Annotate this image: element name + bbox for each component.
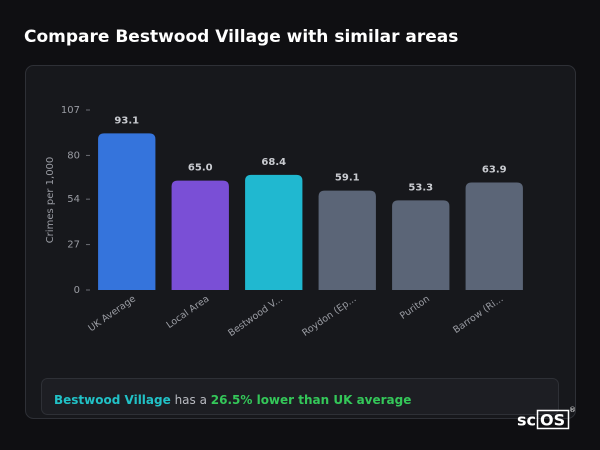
value-label: 68.4 (261, 157, 286, 168)
y-tick-label: 27 (67, 240, 80, 251)
bar (465, 182, 523, 290)
summary-comparison: 26.5% lower than UK average (211, 393, 412, 407)
bar (98, 133, 156, 290)
logo-mark: ® (569, 406, 576, 414)
summary-middle: has a (171, 393, 211, 407)
y-tick-label: 0 (74, 285, 80, 296)
bar (171, 180, 229, 290)
bar (392, 200, 450, 290)
logo-box (536, 409, 570, 430)
page-title: Compare Bestwood Village with similar ar… (24, 27, 458, 47)
value-label: 63.9 (482, 165, 507, 176)
value-label: 65.0 (188, 163, 213, 174)
y-axis-label: Crimes per 1,000 (45, 157, 56, 244)
summary-box (41, 378, 559, 415)
y-tick-label: 54 (67, 194, 80, 205)
summary-place: Bestwood Village (54, 393, 171, 407)
bar (318, 190, 376, 290)
logo-prefix: sc (517, 411, 536, 430)
y-tick-label: 107 (61, 105, 80, 116)
value-label: 93.1 (114, 115, 139, 126)
summary-text: Bestwood Village has a 26.5% lower than … (54, 393, 411, 407)
value-label: 59.1 (335, 173, 360, 184)
value-label: 53.3 (408, 182, 433, 193)
bar (245, 174, 303, 290)
logo-boxed: OS (540, 411, 565, 430)
y-tick-label: 80 (67, 150, 80, 161)
